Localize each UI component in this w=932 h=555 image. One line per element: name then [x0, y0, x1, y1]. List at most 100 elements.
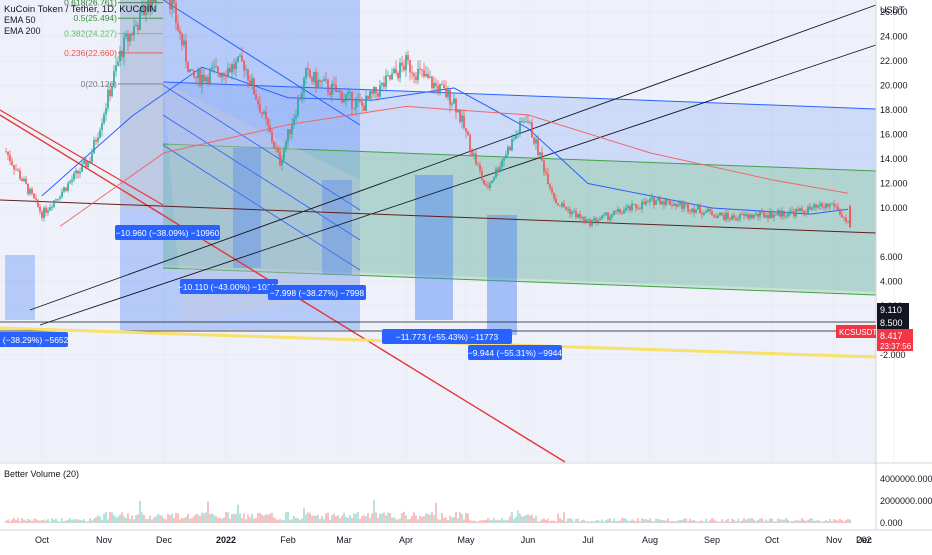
candle-body [197, 69, 199, 79]
symbol-title[interactable]: KuCoin Token / Tether, 1D, KUCOIN [4, 4, 157, 15]
candle-body [247, 69, 249, 81]
candle-body [545, 172, 547, 174]
volume-bar [563, 512, 565, 523]
candle-body [353, 108, 355, 110]
volume-bar [81, 520, 83, 523]
ema200-legend[interactable]: EMA 200 [4, 26, 41, 36]
candle-body [133, 26, 135, 36]
volume-bar [729, 521, 731, 523]
volume-bar [765, 519, 767, 523]
volume-bar [345, 516, 347, 523]
candle-body [527, 121, 529, 123]
ema200-line [59, 105, 849, 227]
candle-body [141, 6, 143, 10]
candle-body [317, 79, 319, 88]
candle-body [539, 152, 541, 155]
volume-bar [113, 515, 115, 523]
volume-bar [305, 514, 307, 523]
candle-body [733, 215, 735, 219]
volume-bar [557, 513, 559, 523]
volume-bar [561, 519, 563, 523]
candle-body [49, 207, 51, 211]
candle-body [433, 82, 435, 89]
volume-bar [413, 512, 415, 523]
candle-body [639, 208, 641, 210]
volume-bar [515, 516, 517, 523]
red-trend-line-2 [0, 109, 164, 206]
volume-bar [159, 514, 161, 523]
candle-body [283, 149, 285, 160]
candle-body [23, 178, 25, 181]
candle-body [587, 219, 589, 221]
candle-body [231, 64, 233, 73]
volume-bar [623, 518, 625, 523]
candle-body [455, 98, 457, 113]
candle-body [619, 209, 621, 213]
candle-body [5, 151, 7, 153]
candle-body [223, 73, 225, 76]
candle-body [305, 68, 307, 79]
volume-bar [141, 512, 143, 523]
volume-bar [779, 519, 781, 523]
candle-body [465, 128, 467, 132]
volume-bar [631, 519, 633, 523]
candle-body [379, 85, 381, 97]
time-axis[interactable]: Oct Nov Dec 2022 Feb Mar Apr May Jun Jul Aug Sep Oct… [35, 535, 873, 545]
candle-body [549, 184, 551, 189]
volume-bar [217, 517, 219, 523]
volume-bar [57, 521, 59, 523]
volume-bar [155, 516, 157, 523]
candle-body [423, 70, 425, 77]
volume-bar [647, 519, 649, 523]
candle-body [623, 210, 625, 214]
candle-body [361, 101, 363, 106]
volume-legend[interactable]: Better Volume (20) [4, 469, 80, 479]
volume-bar [725, 520, 727, 523]
volume-bar [579, 521, 581, 523]
volume-bar [67, 519, 69, 523]
candle-body [655, 200, 657, 205]
volume-bar [225, 512, 227, 523]
volume-bar [547, 518, 549, 523]
candle-body [701, 213, 703, 215]
countdown: 23:37:56 [880, 342, 912, 351]
candle-body [459, 110, 461, 122]
candle-body [849, 205, 851, 228]
volume-bar [741, 520, 743, 523]
volume-bar [399, 518, 401, 523]
volume-bar [339, 518, 341, 523]
candle-body [309, 69, 311, 78]
measure-box-2 [322, 180, 352, 275]
candle-body [771, 211, 773, 218]
volume-bar [347, 517, 349, 523]
volume-bar [603, 521, 605, 523]
candle-body [837, 206, 839, 210]
candle-body [103, 114, 105, 124]
candle-body [153, 0, 155, 3]
candle-body [235, 61, 237, 70]
candle-body [481, 170, 483, 180]
volume-bar [357, 511, 359, 523]
candle-body [747, 214, 749, 219]
volume-bar [285, 512, 287, 523]
price-tick-label: 12.000 [880, 179, 908, 189]
volume-bar [145, 518, 147, 523]
volume-bar [845, 519, 847, 523]
volume-bar [481, 520, 483, 523]
candle-body [135, 24, 137, 27]
candle-body [155, 0, 157, 3]
volume-bar [343, 512, 345, 523]
candle-body [65, 187, 67, 191]
candle-body [575, 211, 577, 218]
candle-body [565, 207, 567, 210]
candle-body [233, 64, 235, 70]
volume-bar [295, 518, 297, 523]
candle-body [101, 123, 103, 131]
volume-bar [625, 518, 627, 523]
volume-bar [383, 512, 385, 523]
volume-bar [597, 519, 599, 523]
measure-label-box [468, 345, 562, 360]
ema50-legend[interactable]: EMA 50 [4, 15, 36, 25]
candle-body [221, 73, 223, 77]
